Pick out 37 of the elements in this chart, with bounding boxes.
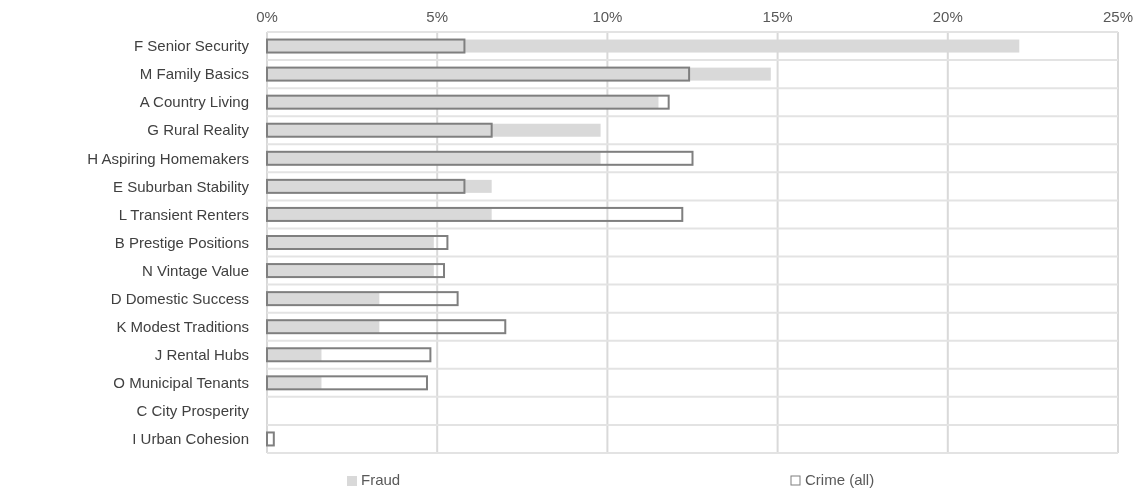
bar bbox=[266, 150, 694, 166]
y-tick-label: G Rural Reality bbox=[147, 121, 250, 139]
y-tick-label: E Suburban Stability bbox=[113, 177, 250, 195]
y-tick-label: B Prestige Positions bbox=[114, 233, 249, 251]
x-tick-label: 10% bbox=[592, 8, 623, 25]
y-tick-label: A Country Living bbox=[139, 93, 249, 111]
y-tick-label: K Modest Traditions bbox=[116, 317, 249, 335]
x-tick-label: 25% bbox=[1102, 8, 1134, 25]
bar bbox=[266, 206, 684, 222]
y-tick-label: M Family Basics bbox=[139, 65, 249, 83]
legend-label: Crime (all) bbox=[805, 471, 875, 488]
y-tick-label: D Domestic Success bbox=[110, 289, 249, 307]
bar bbox=[266, 235, 449, 250]
y-tick-label: I Urban Cohesion bbox=[132, 430, 249, 448]
y-tick-label: H Aspiring Homemakers bbox=[87, 149, 249, 167]
bar bbox=[266, 122, 493, 138]
bar bbox=[266, 431, 275, 447]
y-tick-label: C City Prosperity bbox=[136, 402, 250, 420]
bar bbox=[266, 375, 428, 391]
legend-label: Fraud bbox=[361, 471, 401, 488]
bar bbox=[266, 347, 432, 363]
x-tick-label: 15% bbox=[762, 8, 793, 25]
x-tick-label: 0% bbox=[256, 8, 278, 25]
bar bbox=[266, 178, 466, 194]
bar bbox=[266, 291, 459, 307]
x-tick-label: 5% bbox=[426, 8, 449, 25]
x-tick-label: 20% bbox=[932, 8, 963, 25]
y-tick-label: N Vintage Value bbox=[141, 261, 249, 279]
y-tick-label: L Transient Renters bbox=[118, 205, 249, 223]
bar bbox=[266, 38, 466, 54]
bar bbox=[266, 263, 446, 279]
bar bbox=[266, 66, 691, 82]
bar bbox=[266, 319, 507, 335]
y-tick-label: O Municipal Tenants bbox=[113, 374, 249, 392]
y-tick-label: J Rental Hubs bbox=[154, 346, 249, 364]
y-tick-label: F Senior Security bbox=[133, 37, 250, 55]
bar bbox=[266, 94, 670, 110]
